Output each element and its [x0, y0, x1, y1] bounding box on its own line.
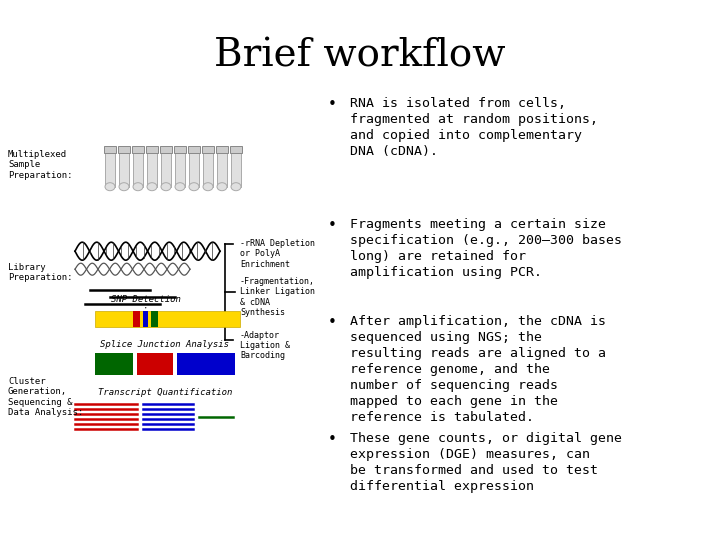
- Text: After amplification, the cDNA is
sequenced using NGS; the
resulting reads are al: After amplification, the cDNA is sequenc…: [350, 315, 606, 424]
- Text: Transcript Quantification: Transcript Quantification: [98, 388, 232, 397]
- Bar: [188, 146, 200, 153]
- Bar: [119, 148, 129, 187]
- Ellipse shape: [119, 183, 129, 191]
- Bar: [217, 148, 227, 187]
- Bar: [202, 146, 214, 153]
- Bar: [161, 148, 171, 187]
- Bar: [137, 353, 173, 375]
- Ellipse shape: [147, 183, 157, 191]
- Ellipse shape: [203, 183, 213, 191]
- Bar: [104, 146, 116, 153]
- Ellipse shape: [105, 183, 115, 191]
- Text: •: •: [328, 97, 337, 112]
- Bar: [143, 310, 148, 327]
- Text: These gene counts, or digital gene
expression (DGE) measures, can
be transformed: These gene counts, or digital gene expre…: [350, 432, 622, 493]
- Ellipse shape: [133, 183, 143, 191]
- Bar: [147, 148, 157, 187]
- Bar: [203, 148, 213, 187]
- Ellipse shape: [217, 183, 227, 191]
- Bar: [95, 353, 133, 375]
- Ellipse shape: [175, 183, 185, 191]
- Bar: [118, 146, 130, 153]
- Bar: [174, 146, 186, 153]
- Text: SNP Detection: SNP Detection: [111, 295, 181, 303]
- Bar: [231, 148, 241, 187]
- Bar: [177, 353, 235, 375]
- Text: Cluster
Generation,
Sequencing &
Data Analysis:: Cluster Generation, Sequencing & Data An…: [8, 377, 84, 417]
- Text: Brief workflow: Brief workflow: [215, 38, 505, 75]
- Bar: [151, 310, 158, 327]
- Bar: [160, 146, 172, 153]
- Text: Library
Preparation:: Library Preparation:: [8, 263, 73, 282]
- Text: -Fragmentation,
Linker Ligation
& cDNA
Synthesis: -Fragmentation, Linker Ligation & cDNA S…: [240, 277, 315, 317]
- Text: RNA is isolated from cells,
fragmented at random positions,
and copied into comp: RNA is isolated from cells, fragmented a…: [350, 97, 598, 158]
- Bar: [146, 146, 158, 153]
- Bar: [133, 310, 140, 327]
- Ellipse shape: [231, 183, 241, 191]
- Text: Splice Junction Analysis: Splice Junction Analysis: [101, 340, 230, 349]
- Bar: [216, 146, 228, 153]
- Bar: [95, 310, 240, 327]
- Text: •: •: [328, 218, 337, 233]
- Bar: [189, 148, 199, 187]
- Bar: [175, 148, 185, 187]
- Text: -Adaptor
Ligation &
Barcoding: -Adaptor Ligation & Barcoding: [240, 330, 290, 361]
- Text: Multiplexed
Sample
Preparation:: Multiplexed Sample Preparation:: [8, 150, 73, 180]
- Bar: [230, 146, 242, 153]
- Ellipse shape: [189, 183, 199, 191]
- Text: •: •: [328, 432, 337, 447]
- Bar: [133, 148, 143, 187]
- Ellipse shape: [161, 183, 171, 191]
- Text: Fragments meeting a certain size
specification (e.g., 200–300 bases
long) are re: Fragments meeting a certain size specifi…: [350, 218, 622, 279]
- Bar: [105, 148, 115, 187]
- Text: -rRNA Depletion
or PolyA
Enrichment: -rRNA Depletion or PolyA Enrichment: [240, 239, 315, 269]
- Bar: [132, 146, 144, 153]
- Text: •: •: [328, 315, 337, 330]
